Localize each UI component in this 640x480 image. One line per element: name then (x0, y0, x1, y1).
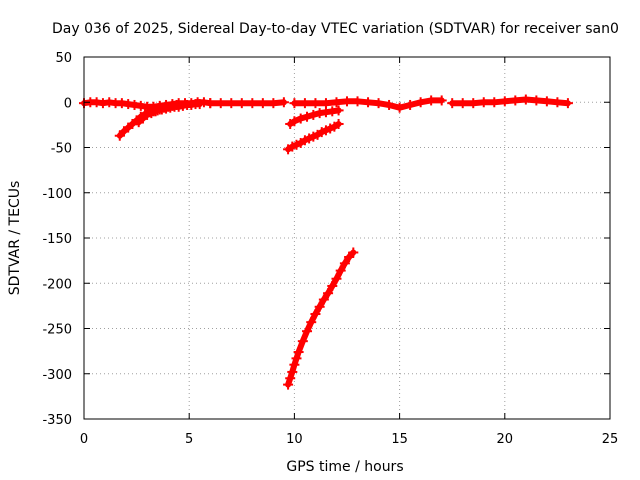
data-point (339, 258, 350, 269)
data-point (394, 102, 405, 113)
data-point (289, 98, 300, 109)
data-point (541, 96, 552, 107)
data-point (447, 98, 458, 109)
data-point (194, 99, 205, 110)
data-point (226, 98, 237, 109)
data-point (323, 288, 334, 299)
series-arc-7 (283, 247, 359, 390)
data-point (320, 98, 331, 109)
data-point (285, 373, 296, 384)
data-point (562, 98, 573, 109)
series-arc-9 (447, 94, 573, 109)
data-point (314, 301, 325, 312)
data-point (215, 98, 226, 109)
data-point (489, 97, 500, 108)
data-point (342, 96, 352, 107)
data-point (457, 98, 468, 109)
data-point (384, 99, 395, 110)
data-point (348, 247, 359, 258)
data-point (171, 99, 182, 110)
data-point (531, 95, 542, 106)
x-tick-label: 20 (497, 432, 514, 447)
data-point (510, 95, 521, 106)
data-point (278, 97, 289, 108)
data-point (335, 265, 346, 276)
axis-ticks: 0 5 10 15 20 25 50 0 -50 -100 -150 -200 -250 -300 -350 (42, 51, 618, 447)
data-point (291, 353, 302, 364)
data-point (363, 97, 374, 108)
data-point (302, 111, 313, 122)
series-arc-5 (285, 105, 344, 129)
data-point (310, 98, 321, 109)
data-point (333, 105, 344, 116)
x-tick-label: 5 (185, 432, 193, 447)
data-point (289, 359, 300, 370)
data-point (468, 98, 479, 109)
series-arc-8 (289, 95, 447, 113)
data-point (297, 336, 308, 347)
series-arc-3 (133, 99, 182, 128)
data-point (247, 98, 258, 109)
data-point (520, 94, 531, 105)
y-tick-label: 50 (55, 51, 72, 66)
data-point (268, 98, 279, 109)
data-point (283, 379, 294, 390)
x-tick-label: 10 (286, 432, 303, 447)
data-point (310, 309, 321, 320)
y-tick-label: -350 (42, 413, 72, 428)
y-tick-label: -50 (51, 142, 72, 157)
series-arc-4 (205, 97, 289, 109)
data-point (436, 95, 447, 106)
x-tick-label: 25 (602, 432, 619, 447)
data-point (287, 366, 298, 377)
data-point (299, 98, 310, 109)
y-tick-label: -300 (42, 368, 72, 383)
data-point (306, 317, 317, 328)
data-point (205, 98, 216, 109)
data-point (318, 294, 329, 305)
y-axis-label: SDTVAR / TECUs (7, 181, 23, 296)
data-point (331, 273, 342, 284)
x-tick-label: 0 (80, 432, 88, 447)
series-arc-6 (283, 118, 344, 155)
x-tick-label: 15 (391, 432, 408, 447)
data-point (333, 118, 344, 129)
x-axis-label: GPS time / hours (286, 459, 403, 475)
data-point (552, 97, 563, 108)
data-point (295, 113, 306, 124)
data-point (302, 326, 313, 337)
data-point (331, 97, 342, 108)
y-tick-label: -250 (42, 323, 72, 338)
y-tick-label: -150 (42, 232, 72, 247)
data-point (257, 98, 268, 109)
data-point (405, 99, 416, 110)
data-series (79, 94, 573, 390)
data-point (373, 98, 384, 109)
data-point (499, 96, 510, 107)
data-point (293, 347, 304, 358)
data-point (327, 280, 338, 291)
y-tick-label: -200 (42, 277, 72, 292)
data-point (426, 95, 437, 106)
data-point (415, 97, 426, 108)
data-point (478, 97, 489, 108)
data-point (289, 116, 300, 127)
y-tick-label: -100 (42, 187, 72, 202)
y-tick-label: 0 (64, 96, 72, 111)
chart-title: Day 036 of 2025, Sidereal Day-to-day VTE… (52, 21, 619, 37)
data-point (352, 96, 363, 107)
data-point (308, 109, 319, 120)
data-point (236, 98, 247, 109)
